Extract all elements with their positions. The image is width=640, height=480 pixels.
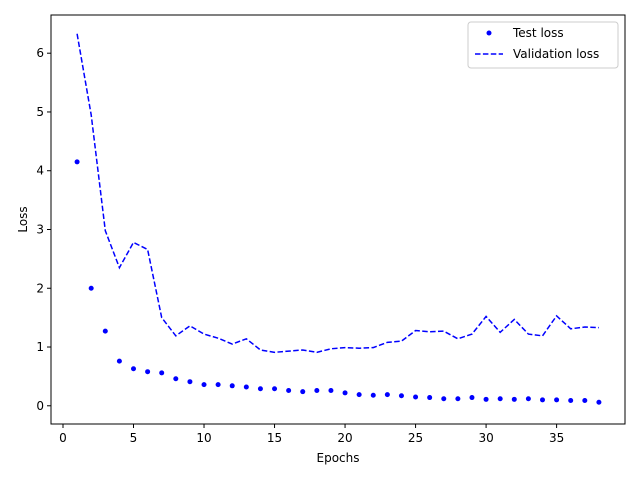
test-loss-point (243, 384, 249, 390)
test-loss-point (215, 382, 221, 388)
x-tick-label: 0 (59, 431, 67, 445)
test-loss-point (356, 392, 362, 398)
x-tick-label: 35 (549, 431, 564, 445)
test-loss-point (370, 392, 376, 398)
test-loss-point (116, 358, 122, 364)
test-loss-point (328, 388, 334, 393)
test-loss-point (300, 389, 306, 395)
y-tick-label: 1 (36, 340, 44, 354)
y-tick-label: 4 (36, 164, 44, 178)
test-loss-point (596, 399, 602, 405)
test-loss-point (74, 159, 80, 165)
test-loss-point (582, 397, 588, 403)
test-loss-point (483, 396, 489, 402)
test-loss-point (257, 386, 263, 392)
test-loss-point (173, 376, 179, 382)
test-loss-point (497, 396, 503, 402)
x-tick-label: 5 (130, 431, 138, 445)
test-loss-point (187, 379, 193, 385)
y-tick-label: 2 (36, 281, 44, 295)
test-loss-point (525, 396, 531, 402)
x-tick-label: 10 (196, 431, 211, 445)
test-loss-point (441, 396, 447, 402)
x-tick-label: 15 (267, 431, 282, 445)
test-loss-point (131, 366, 136, 372)
test-loss-point (427, 395, 433, 401)
legend-label-validation-loss: Validation loss (513, 47, 599, 61)
test-loss-point (511, 396, 517, 402)
plot-frame (50, 14, 626, 425)
test-loss-point (229, 383, 235, 389)
test-loss-point (554, 397, 560, 403)
test-loss-point (568, 397, 574, 403)
test-loss-point (384, 392, 390, 398)
test-loss-point (540, 397, 545, 403)
test-loss-point (314, 388, 320, 393)
y-tick-label: 0 (36, 399, 44, 413)
plot-area (74, 33, 602, 405)
legend-box (467, 21, 619, 69)
test-loss-point (272, 386, 278, 392)
test-loss-point (201, 382, 207, 388)
x-tick-label: 20 (337, 431, 352, 445)
legend-label-test-loss: Test loss (512, 26, 564, 40)
test-loss-point (342, 390, 348, 396)
test-loss-point (88, 285, 94, 291)
y-tick-label: 6 (36, 46, 44, 60)
x-axis-label: Epochs (317, 451, 360, 465)
test-loss-point (286, 388, 292, 393)
test-loss-point (102, 328, 108, 334)
test-loss-point (455, 396, 461, 402)
y-tick-label: 3 (36, 222, 44, 236)
x-tick-label: 25 (408, 431, 423, 445)
test-loss-point (159, 370, 165, 376)
legend: Test loss Validation loss (467, 21, 619, 69)
y-axis-label: Loss (16, 206, 30, 232)
y-axis: 0 1 2 3 4 5 6 (36, 46, 51, 413)
test-loss-point (469, 395, 475, 401)
validation-loss-line (76, 33, 599, 354)
y-tick-label: 5 (36, 105, 44, 119)
test-loss-point (398, 393, 404, 399)
x-tick-label: 30 (478, 431, 493, 445)
test-loss-point (413, 394, 419, 400)
x-axis: 0 5 10 15 20 25 30 35 (59, 424, 564, 445)
legend-marker-test-loss (486, 30, 492, 36)
test-loss-point (145, 369, 151, 375)
